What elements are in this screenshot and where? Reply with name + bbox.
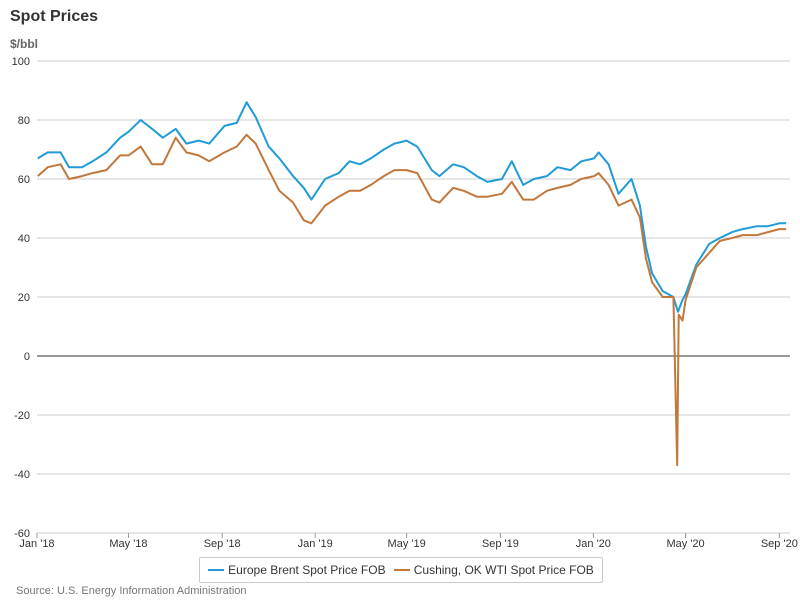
x-tick-label: Jan '18	[19, 538, 54, 550]
x-tick-label: Sep '20	[761, 538, 798, 550]
x-tick-label: May '20	[666, 538, 704, 550]
chart-plot: 100 80 60 40 20 0 -20 -40 -60 Jan '18 May '18 Sep …	[12, 56, 798, 550]
y-tick-labels: 100 80 60 40 20 0 -20 -40 -60	[12, 56, 30, 540]
series-line-brent	[37, 101, 787, 313]
y-tick-label: -40	[14, 469, 30, 481]
grid-layer	[37, 60, 790, 534]
y-tick-label: 40	[18, 233, 30, 245]
y-tick-label: 100	[12, 56, 30, 68]
y-tick-label: 60	[18, 174, 30, 186]
x-tick-label: Jan '19	[298, 538, 333, 550]
legend-item-wti[interactable]: Cushing, OK WTI Spot Price FOB	[393, 563, 594, 577]
chart-title: Spot Prices	[10, 8, 99, 25]
y-axis-unit-label: $/bbl	[10, 37, 39, 51]
y-tick-label: 20	[18, 292, 30, 304]
x-tick-label: May '18	[109, 538, 147, 550]
y-tick-label: -20	[14, 410, 30, 422]
chart-legend: Europe Brent Spot Price FOB Cushing, OK …	[199, 557, 603, 583]
legend-swatch-brent	[208, 569, 225, 571]
x-tick-label: May '19	[388, 538, 426, 550]
legend-label-brent: Europe Brent Spot Price FOB	[228, 563, 386, 577]
y-tick-label: 80	[18, 115, 30, 127]
source-note: Source: U.S. Energy Information Administ…	[16, 585, 247, 597]
series-layer	[37, 101, 787, 467]
y-tick-label: 0	[24, 351, 30, 363]
x-tick-label: Jan '20	[576, 538, 611, 550]
y-tick-label: -60	[14, 528, 30, 540]
x-tick-label: Sep '18	[204, 538, 241, 550]
x-tick-label: Sep '19	[482, 538, 519, 550]
legend-item-brent[interactable]: Europe Brent Spot Price FOB	[208, 563, 386, 577]
x-tick-labels: Jan '18 May '18 Sep '18 Jan '19 May '19 Sep '…	[19, 533, 798, 550]
legend-label-wti: Cushing, OK WTI Spot Price FOB	[413, 563, 594, 577]
series-line-wti	[37, 133, 787, 467]
legend-swatch-wti	[393, 569, 410, 571]
